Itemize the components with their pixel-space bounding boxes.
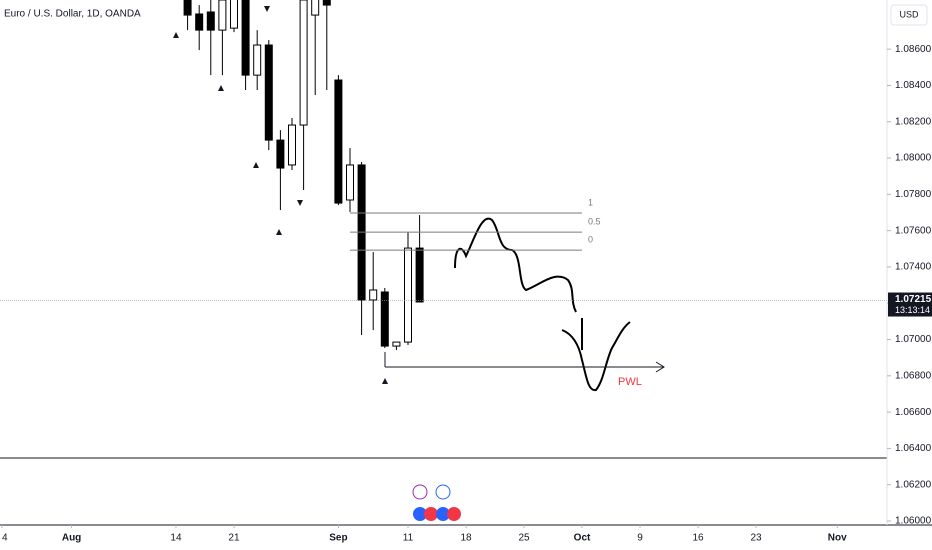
up-marker: [382, 378, 388, 384]
down-marker: [264, 6, 270, 12]
candle-body: [369, 289, 378, 301]
event-icons: [412, 484, 461, 521]
x-tick-label: Oct: [574, 533, 591, 544]
fib-label: 0.5: [588, 216, 601, 226]
candle-body: [229, 0, 238, 29]
y-tick-label: 1.07000: [895, 334, 932, 345]
plot-area: PWL 1 0.5 0: [0, 0, 887, 521]
candle-body: [183, 0, 192, 16]
candle-body: [218, 0, 227, 31]
ray-arrow: [655, 361, 665, 373]
candle-body: [404, 247, 413, 343]
event-icon: [412, 484, 428, 500]
y-tick-label: 1.07600: [895, 225, 932, 236]
y-tick-label: 1.08400: [895, 80, 932, 91]
x-tick-label: 16: [692, 533, 704, 544]
y-tick-label: 1.06000: [895, 516, 932, 527]
y-tick-label: 1.08000: [895, 153, 932, 164]
down-marker: [297, 200, 303, 206]
fib-label: 1: [588, 197, 593, 207]
candle-body: [334, 79, 343, 204]
x-tick-label: 25: [518, 533, 530, 544]
candle-body: [299, 0, 308, 126]
candle-body: [287, 124, 296, 166]
y-tick-label: 1.06200: [895, 479, 932, 490]
candle-body: [322, 0, 331, 6]
candle-body: [264, 44, 273, 141]
hand-drawn-path: [561, 321, 631, 392]
x-tick-label: Nov: [828, 533, 847, 544]
candle-body: [392, 341, 401, 347]
candle-body: [206, 11, 215, 31]
event-icon: [424, 507, 438, 521]
currency-label[interactable]: USD: [899, 9, 919, 19]
candle-body: [380, 291, 389, 347]
y-tick-label: 1.06800: [895, 370, 932, 381]
x-tick-label: 18: [460, 533, 472, 544]
y-tick-label: 1.06400: [895, 443, 932, 454]
x-tick-label: 23: [750, 533, 762, 544]
candle-body: [241, 0, 250, 76]
x-tick-label: 4: [2, 533, 8, 544]
up-marker: [218, 85, 224, 91]
up-marker: [253, 162, 259, 168]
up-marker: [276, 229, 282, 235]
fib-label: 0: [588, 234, 593, 244]
x-tick-label: 9: [637, 533, 643, 544]
candle-body: [345, 164, 354, 201]
countdown-label: 13:13:14: [895, 305, 930, 315]
price-label-bg: [888, 292, 932, 317]
y-tick-label: 1.08200: [895, 116, 932, 127]
candle-body: [195, 13, 204, 31]
annotation: PWL: [618, 376, 642, 388]
candle-body: [276, 139, 285, 169]
event-icon: [435, 484, 451, 500]
candle-body: [311, 0, 320, 16]
signal-markers: [173, 6, 388, 384]
hand-drawn-path: [454, 217, 577, 313]
last-price-label: 1.07215: [895, 294, 932, 305]
y-tick-label: 1.08600: [895, 44, 932, 55]
y-tick-label: 1.06600: [895, 407, 932, 418]
event-icon: [436, 507, 450, 521]
x-tick-label: 21: [228, 533, 240, 544]
x-tick-label: 11: [403, 533, 414, 544]
event-icon: [413, 507, 427, 521]
x-tick-label: Aug: [62, 533, 81, 544]
y-tick-label: 1.07400: [895, 262, 932, 273]
event-icon: [447, 507, 461, 521]
chart-title: Euro / U.S. Dollar, 1D, OANDA: [4, 9, 141, 20]
y-tick-label: 1.07800: [895, 189, 932, 200]
candle-body: [253, 44, 262, 76]
x-tick-label: 14: [170, 533, 182, 544]
currency-button[interactable]: [890, 4, 928, 26]
up-marker: [173, 32, 179, 38]
x-tick-label: Sep: [329, 533, 347, 544]
candle-body: [415, 247, 424, 303]
